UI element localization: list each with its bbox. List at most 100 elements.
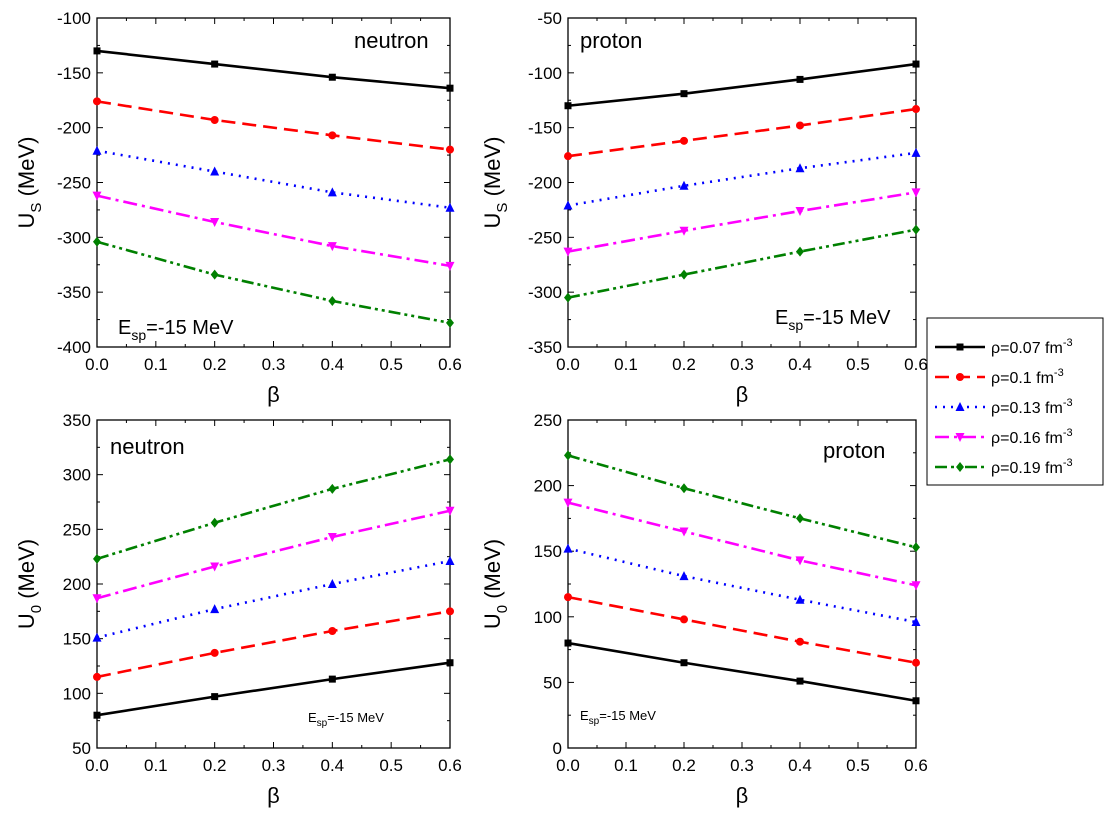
series-line xyxy=(567,595,917,664)
data-point xyxy=(912,105,920,114)
y-tick-label: 0 xyxy=(553,739,562,758)
data-point xyxy=(795,594,805,604)
data-point xyxy=(680,483,688,494)
data-point xyxy=(796,246,804,257)
data-point xyxy=(210,217,220,227)
data-point xyxy=(93,236,101,247)
series-line xyxy=(96,100,451,151)
series-5 xyxy=(93,454,454,564)
legend-marker xyxy=(955,402,965,411)
x-tick-label: 0.2 xyxy=(672,355,696,374)
data-point xyxy=(796,121,804,130)
data-point xyxy=(911,188,921,198)
y-tick-label: -250 xyxy=(528,228,562,247)
series-line xyxy=(567,228,917,299)
series-line xyxy=(567,641,917,703)
data-point xyxy=(796,513,804,524)
data-point xyxy=(328,675,336,683)
data-point xyxy=(680,136,688,145)
data-point xyxy=(93,97,101,106)
panel-3: 0.0 0.1 0.2 0.3 0.4 0.5 0.6 350 300 250 200 150 100 5… xyxy=(14,411,462,808)
x-tick-label: 0.2 xyxy=(672,756,696,775)
series-3 xyxy=(563,147,921,210)
data-point xyxy=(796,677,804,685)
legend-label: ρ=0.16 fm-3 xyxy=(991,427,1073,447)
data-point xyxy=(446,454,454,465)
data-point xyxy=(211,693,219,701)
x-tick-label: 0.5 xyxy=(846,756,870,775)
y-tick-label: -250 xyxy=(57,174,91,193)
legend: ρ=0.07 fm-3 ρ=0.1 fm-3 ρ=0.13 fm-3 ρ=0.16 f… xyxy=(926,317,1104,486)
x-tick-label: 0.5 xyxy=(379,355,403,374)
data-point xyxy=(795,207,805,217)
data-point xyxy=(445,506,455,516)
legend-entry: ρ=0.1 fm-3 xyxy=(935,367,1064,387)
data-point xyxy=(328,627,337,636)
x-tick-label: 0.4 xyxy=(321,756,345,775)
data-point xyxy=(796,637,804,646)
data-point xyxy=(210,562,220,572)
data-point xyxy=(328,131,337,140)
y-axis-title: U0 (MeV) xyxy=(14,539,45,629)
data-point xyxy=(912,697,920,705)
panel-label: proton xyxy=(580,28,642,53)
y-tick-label: 250 xyxy=(63,520,91,539)
x-tick-label: 0.4 xyxy=(788,355,812,374)
data-point xyxy=(446,84,454,92)
series-2 xyxy=(564,105,920,161)
legend-label: ρ=0.07 fm-3 xyxy=(991,337,1073,357)
series-1 xyxy=(564,639,920,705)
x-tick-label: 0.2 xyxy=(203,756,227,775)
data-point xyxy=(446,317,454,328)
data-point xyxy=(210,604,220,614)
data-point xyxy=(912,60,920,68)
data-point xyxy=(564,450,572,461)
series-line xyxy=(96,149,451,210)
data-point xyxy=(795,556,805,566)
y-tick-label: -300 xyxy=(528,283,562,302)
y-tick-label: 100 xyxy=(534,608,562,627)
data-point xyxy=(445,556,455,566)
data-point xyxy=(911,147,921,157)
y-tick-label: -200 xyxy=(57,119,91,138)
series-line xyxy=(96,240,451,325)
x-tick-label: 0.1 xyxy=(614,355,638,374)
data-point xyxy=(210,115,219,124)
data-point xyxy=(445,202,455,212)
series-1 xyxy=(564,60,920,110)
data-point xyxy=(327,242,337,252)
y-tick-label: -150 xyxy=(57,64,91,83)
x-tick-label: 0.3 xyxy=(730,756,754,775)
y-tick-label: 250 xyxy=(534,411,562,430)
series-4 xyxy=(563,498,921,591)
series-line xyxy=(96,509,451,600)
data-point xyxy=(564,593,572,602)
x-tick-label: 0.4 xyxy=(321,355,345,374)
series-line xyxy=(96,661,451,717)
data-point xyxy=(93,47,101,55)
x-tick-label: 0.2 xyxy=(203,355,227,374)
series-3 xyxy=(92,145,455,212)
panels-container: 0.0 0.1 0.2 0.3 0.4 0.5 0.6 -100 -150 -200 -250 -30… xyxy=(14,9,928,808)
series-4 xyxy=(92,506,455,604)
data-point xyxy=(446,145,454,154)
data-point xyxy=(563,247,573,257)
legend-marker xyxy=(956,343,964,351)
data-point xyxy=(563,543,573,553)
y-axis-title: US (MeV) xyxy=(480,137,511,229)
y-tick-label: 200 xyxy=(63,575,91,594)
series-line xyxy=(567,454,917,549)
data-point xyxy=(210,269,219,280)
series-line xyxy=(96,458,451,561)
x-tick-label: 0.6 xyxy=(438,756,462,775)
x-tick-label: 0.1 xyxy=(144,355,168,374)
y-tick-label: -300 xyxy=(57,228,91,247)
x-axis-title: β xyxy=(736,382,749,407)
data-point xyxy=(912,542,920,553)
series-2 xyxy=(93,97,454,154)
data-point xyxy=(680,269,688,280)
data-point xyxy=(327,187,337,197)
data-point xyxy=(911,581,921,591)
data-point xyxy=(93,553,101,564)
data-point xyxy=(446,607,454,616)
